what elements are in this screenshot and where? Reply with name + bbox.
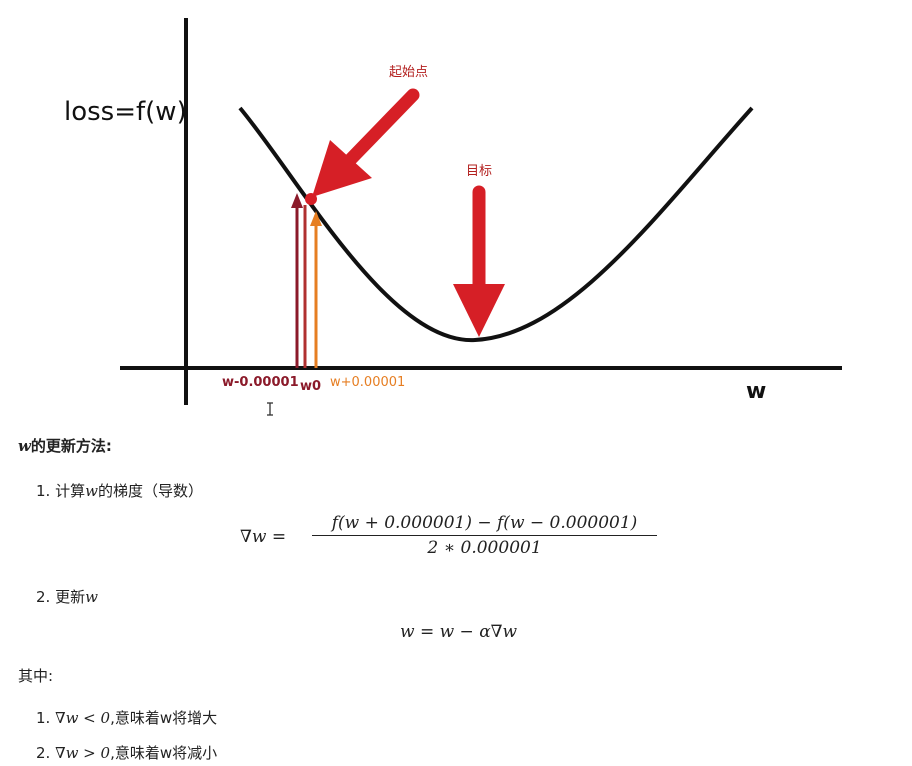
gradient-formula-fraction: f(w + 0.000001) − f(w − 0.000001) 2 ∗ 0.… <box>312 513 657 558</box>
start-point-arrow-icon <box>312 88 420 197</box>
loss-curve <box>238 106 754 343</box>
step-2-pre: 更新 <box>55 588 86 606</box>
condition-1-item: 1. ∇w < 0,意味着w将增大 <box>36 707 217 728</box>
condition-1-text: ,意味着w将增大 <box>110 709 218 727</box>
target-label: 目标 <box>466 164 492 179</box>
where-label: 其中: <box>18 667 54 685</box>
text-cursor-icon <box>267 402 273 416</box>
step-1-item: 1. 计算w的梯度（导数） <box>36 480 203 501</box>
target-arrow-icon <box>453 185 505 337</box>
fraction-bar <box>312 535 657 536</box>
left-tick-label: w-0.00001 <box>222 375 299 390</box>
center-tick-label: w0 <box>300 379 321 394</box>
gradient-formula-numerator: f(w + 0.000001) − f(w − 0.000001) <box>331 513 638 533</box>
step-2-item: 2. 更新w <box>36 586 98 607</box>
update-method-heading: w的更新方法: <box>18 435 112 456</box>
right-tick-label: w+0.00001 <box>330 375 405 390</box>
step-2-number: 2. <box>36 588 51 606</box>
step-1-number: 1. <box>36 482 51 500</box>
condition-1-math: ∇w < 0 <box>55 709 111 727</box>
heading-text: 的更新方法: <box>30 437 112 455</box>
step-1-variable: w <box>85 482 98 500</box>
heading-variable: w <box>18 437 31 455</box>
gradient-descent-figure: loss=f(w) w 起始点 目标 w-0.00001 w0 w+0.0000… <box>64 18 842 416</box>
condition-1-number: 1. <box>36 709 51 727</box>
condition-2-text: ,意味着w将减小 <box>110 744 218 762</box>
start-point-label: 起始点 <box>389 65 428 80</box>
update-formula: w = w − α∇w <box>400 622 518 642</box>
step-1-pre: 计算 <box>55 482 86 500</box>
left-sample-arrowhead <box>291 193 303 208</box>
condition-2-number: 2. <box>36 744 51 762</box>
step-2-variable: w <box>85 588 98 606</box>
step-1-post: 的梯度（导数） <box>97 482 203 500</box>
condition-2-math: ∇w > 0 <box>55 744 111 762</box>
x-axis-label: w <box>746 379 766 404</box>
gradient-formula-denominator: 2 ∗ 0.000001 <box>427 538 542 558</box>
y-axis-label: loss=f(w) <box>64 97 187 127</box>
condition-2-item: 2. ∇w > 0,意味着w将减小 <box>36 742 217 763</box>
gradient-formula-lhs: ∇w = <box>240 527 287 547</box>
right-sample-arrowhead <box>310 211 322 226</box>
